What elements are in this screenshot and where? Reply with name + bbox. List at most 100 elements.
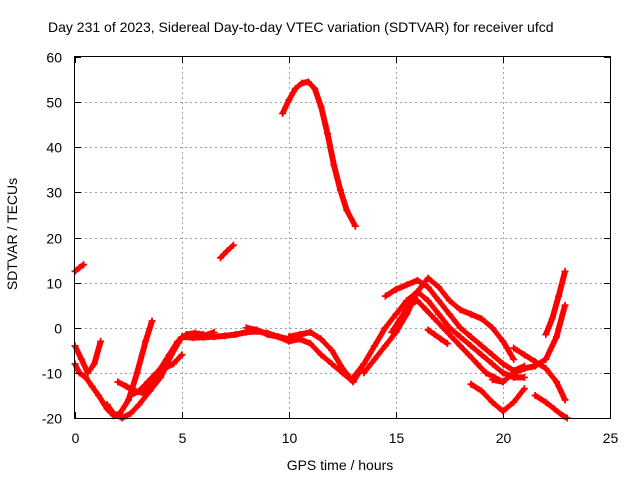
data-point [317,351,325,359]
data-point [174,337,182,345]
series-arc-19 [510,344,569,404]
data-point [165,351,173,359]
data-point [144,378,152,386]
data-point [478,351,486,359]
data-point [403,297,411,305]
data-point [510,369,518,377]
data-point [339,364,346,372]
x-tick-label: 20 [496,430,512,446]
data-point [448,333,456,341]
data-point [446,324,453,332]
data-point [169,360,177,368]
series-arc-4 [103,328,218,422]
data-point [80,261,88,269]
data-point [371,342,379,350]
x-tick-label: 10 [282,430,298,446]
data-point [330,161,338,169]
data-point [75,264,83,272]
data-point [403,281,411,289]
data-point [317,103,325,111]
series-arc-8 [217,241,237,262]
series-markers [279,78,359,230]
data-point [77,355,85,363]
data-point [520,385,528,393]
data-point [152,369,160,377]
data-point [435,310,443,318]
data-point [371,355,379,363]
grid-lines [75,57,610,418]
data-point [561,396,569,404]
data-point [232,331,239,339]
data-point [291,85,299,93]
data-point [424,326,432,334]
data-point [388,328,396,336]
y-tick-label: -20 [42,411,62,427]
data-point [488,398,496,406]
data-point [456,306,464,314]
data-point [253,326,261,334]
data-point [422,306,430,314]
data-point [381,324,389,332]
series-arc-1 [71,261,88,275]
series-arc-6 [127,351,186,399]
data-point [499,369,507,377]
series-arc-9 [242,324,366,386]
data-point [381,342,389,350]
data-point [317,335,325,343]
series-markers [467,381,528,415]
data-point [210,333,218,341]
data-point [531,391,539,399]
data-point [405,301,413,309]
data-point [328,360,336,368]
data-point [336,186,344,194]
data-point [478,387,486,395]
data-point [142,337,150,345]
data-point [148,317,156,325]
y-tick-label: 30 [46,185,62,201]
data-point [161,364,169,372]
data-point [520,364,528,372]
data-point [324,130,332,138]
data-point [223,247,231,255]
data-point [424,274,432,282]
data-point [520,373,528,381]
data-point [349,373,357,381]
data-point [467,310,475,318]
data-point [467,380,475,388]
data-point [435,283,443,291]
data-point [229,241,237,249]
data-point [125,396,132,404]
data-point [139,389,147,397]
x-axis-label: GPS time / hours [286,457,394,473]
axis-ticks [75,57,611,419]
series-arc-14 [381,276,528,375]
data-point [296,331,304,339]
data-point [510,344,518,352]
data-point [499,360,507,368]
x-tick-label: 5 [179,430,187,446]
data-point [439,324,447,332]
y-tick-label: 10 [46,276,62,292]
data-point [95,391,103,399]
data-point [443,340,451,348]
data-point [435,297,443,305]
data-point [413,288,421,296]
data-point [510,398,518,406]
data-point [114,378,122,386]
data-point [510,355,518,363]
data-point [133,369,141,377]
data-point [488,324,496,332]
data-point [499,337,507,345]
data-point [437,335,445,343]
series-arc-21 [542,267,569,339]
data-point [467,342,475,350]
data-point [360,360,368,368]
data-point [424,283,432,291]
data-point [392,310,400,318]
series-arc-17 [467,380,528,415]
data-point [311,85,319,93]
series-arc-10 [285,328,357,386]
data-point [110,409,118,417]
data-point [456,333,464,341]
series-arc-11 [279,78,359,230]
